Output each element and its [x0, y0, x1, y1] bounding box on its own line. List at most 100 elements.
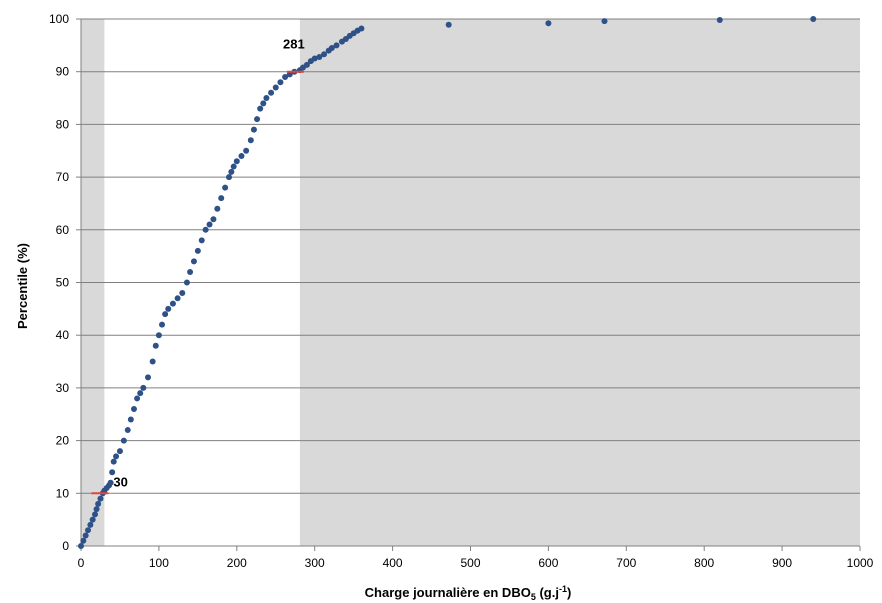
- y-tick-label-90: 90: [56, 65, 70, 79]
- x-tick-label-200: 200: [227, 556, 247, 570]
- data-point: [82, 532, 89, 539]
- data-point: [263, 95, 270, 102]
- data-point: [260, 100, 267, 107]
- x-axis-title: Charge journalière en DBO5 (g.j-1): [365, 584, 572, 602]
- data-point: [190, 258, 197, 265]
- x-tick-label-0: 0: [78, 556, 85, 570]
- data-point: [120, 437, 127, 444]
- data-point: [243, 147, 250, 154]
- data-point: [358, 25, 365, 32]
- data-point: [159, 321, 166, 328]
- data-point: [230, 163, 237, 170]
- x-tick-label-700: 700: [616, 556, 636, 570]
- y-tick-label-50: 50: [56, 276, 70, 290]
- data-point: [238, 153, 245, 160]
- data-point: [545, 20, 552, 27]
- data-point: [169, 300, 176, 307]
- data-point: [194, 247, 201, 254]
- data-point: [162, 311, 169, 318]
- y-tick-label-20: 20: [56, 434, 70, 448]
- data-point: [198, 237, 205, 244]
- data-point: [333, 42, 340, 49]
- data-point: [107, 479, 114, 486]
- data-point: [222, 184, 229, 191]
- y-tick-label-40: 40: [56, 328, 70, 342]
- data-point: [144, 374, 151, 381]
- data-point: [206, 221, 213, 228]
- data-point: [328, 44, 335, 51]
- data-point: [134, 395, 141, 402]
- data-point: [272, 84, 279, 91]
- data-point: [311, 55, 318, 62]
- data-point: [149, 358, 156, 365]
- y-axis-title: Percentile (%): [15, 243, 30, 329]
- data-point: [716, 17, 723, 24]
- data-point: [810, 16, 817, 22]
- y-tick-label-30: 30: [56, 381, 70, 395]
- x-tick-label-500: 500: [460, 556, 480, 570]
- x-tick-label-900: 900: [772, 556, 792, 570]
- gridlines: [81, 18, 860, 494]
- data-point: [257, 105, 264, 112]
- data-point: [80, 537, 87, 544]
- data-point: [187, 268, 194, 275]
- y-tick-label-0: 0: [62, 539, 69, 553]
- data-point: [174, 295, 181, 302]
- data-point: [97, 495, 104, 502]
- annotation-label-30: 30: [113, 474, 127, 489]
- data-point: [321, 51, 328, 58]
- x-axis-title-unit-prefix: (g.j: [536, 585, 559, 600]
- data-point: [286, 71, 293, 78]
- data-point: [601, 18, 608, 25]
- x-axis-title-unit-suffix: ): [567, 585, 571, 600]
- x-axis-title-superscript: -1: [559, 584, 567, 594]
- data-point: [155, 332, 162, 339]
- x-axis-title-subscript: 5: [531, 592, 536, 602]
- data-point: [93, 506, 100, 513]
- x-tick-label-600: 600: [538, 556, 558, 570]
- data-point: [254, 116, 261, 123]
- x-tick-label-400: 400: [383, 556, 403, 570]
- data-point: [124, 427, 131, 434]
- data-point: [140, 384, 147, 391]
- data-point: [137, 390, 144, 397]
- data-point: [109, 469, 116, 476]
- annotations: 30 281: [91, 37, 305, 495]
- y-tick-label-10: 10: [56, 486, 70, 500]
- data-point: [179, 290, 186, 297]
- data-point: [316, 53, 323, 60]
- data-point: [214, 205, 221, 212]
- data-point: [218, 195, 225, 202]
- data-point: [116, 448, 123, 455]
- x-axis-title-main: Charge journalière en DBO: [365, 585, 531, 600]
- data-point: [202, 226, 209, 233]
- data-point: [282, 73, 289, 80]
- data-point: [277, 79, 284, 86]
- data-point: [228, 168, 235, 175]
- y-tick-label-80: 80: [56, 117, 70, 131]
- y-tick-label-100: 100: [49, 12, 69, 26]
- y-tick-label-70: 70: [56, 170, 70, 184]
- data-point: [247, 137, 254, 144]
- annotation-label-281: 281: [283, 37, 305, 52]
- data-point: [89, 516, 96, 523]
- data-point: [152, 342, 159, 349]
- y-tick-label-60: 60: [56, 223, 70, 237]
- data-point: [445, 21, 452, 28]
- data-point: [210, 216, 217, 223]
- data-point: [127, 416, 134, 423]
- data-point: [130, 405, 137, 412]
- data-point: [110, 458, 117, 465]
- data-point: [95, 500, 102, 507]
- x-tick-label-100: 100: [149, 556, 169, 570]
- data-point: [268, 89, 275, 96]
- data-point: [78, 543, 84, 549]
- data-point: [113, 453, 120, 460]
- data-point: [250, 126, 257, 133]
- data-point: [85, 527, 92, 534]
- data-point: [226, 174, 233, 181]
- data-point: [87, 521, 94, 528]
- data-point: [165, 305, 172, 312]
